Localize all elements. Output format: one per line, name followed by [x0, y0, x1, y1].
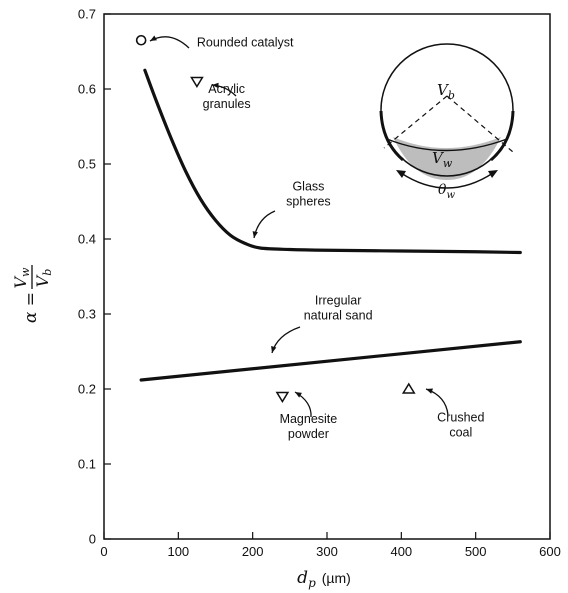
- y-tick-label: 0.6: [78, 82, 96, 97]
- series-line-irregular-natural-sand: [139, 340, 522, 382]
- y-axis-lhs: α =: [21, 292, 41, 323]
- inset-dashed-right: [446, 95, 514, 153]
- y-axis-denominator: Vb: [33, 269, 54, 288]
- y-tick-label: 0.3: [78, 307, 96, 322]
- arrow-glass-spheres: [253, 210, 276, 239]
- arrow-irregular-sand: [271, 326, 301, 354]
- annotation-magnesite-line-1: Magnesite: [280, 412, 338, 426]
- y-tick-label: 0: [89, 532, 96, 547]
- y-tick-label: 0.2: [78, 382, 96, 397]
- plot-frame: [103, 13, 551, 540]
- x-tick-label: 500: [465, 544, 487, 559]
- annotation-glass-line-2: spheres: [286, 194, 330, 208]
- inset-theta-arc: [400, 172, 494, 189]
- annotation-arrows: [149, 35, 449, 418]
- inset-wake-boundary: [386, 138, 508, 152]
- x-axis-symbol: d: [297, 568, 308, 588]
- annotation-magnesite-line-2: powder: [288, 427, 329, 441]
- y-axis-den-symbol: V: [33, 274, 52, 287]
- x-axis-unit: (µm): [322, 570, 351, 586]
- arrow-crushed-coal-head: [426, 388, 433, 394]
- y-axis-num-symbol: V: [11, 275, 30, 288]
- annotation-sand-line-1: Irregular: [315, 293, 362, 307]
- marker-rounded-catalyst: [135, 34, 147, 46]
- inset-vw-label: Vw: [432, 149, 453, 170]
- inset-theta-symbol: θ: [438, 182, 447, 198]
- x-tick-label: 100: [167, 544, 189, 559]
- inset-vb-symbol: V: [437, 81, 450, 99]
- inset-theta-sub: w: [446, 190, 455, 201]
- inset-vb-sub: b: [448, 89, 455, 102]
- inset-diagram: Vb Vw θw: [379, 43, 515, 201]
- inset-theta-arrowhead-left: [396, 170, 406, 178]
- arrow-acrylic-granules-head: [212, 82, 219, 89]
- x-tick-label: 400: [390, 544, 412, 559]
- inset-dashed-left: [383, 95, 448, 149]
- x-tick-label: 200: [242, 544, 264, 559]
- annotation-glass-line-1: Glass: [292, 179, 324, 193]
- annotation-acrylic-line-1: Acrylic: [208, 82, 245, 96]
- inset-theta-label: θw: [438, 182, 455, 201]
- y-tick-label: 0.1: [78, 457, 96, 472]
- annotation-acrylic-line-2: granules: [203, 97, 251, 111]
- arrow-rounded-catalyst-head: [150, 35, 157, 41]
- y-axis-numerator: Vw: [11, 267, 32, 289]
- annotation-coal-line-2: coal: [449, 425, 472, 439]
- y-tick-label: 0.7: [78, 7, 96, 22]
- inset-vw-sub: w: [443, 157, 453, 170]
- y-tick-label: 0.4: [78, 232, 96, 247]
- arrow-glass-spheres-head: [252, 231, 258, 238]
- axis-ticks: 0 100 200 300 400 500 600 0 0.1 0.2 0.3 0.4 0.5 0.6 0.…: [78, 7, 561, 560]
- y-axis-den-sub: b: [41, 269, 54, 276]
- inset-wake-left-edge: [379, 110, 404, 162]
- x-axis-sub: p: [308, 576, 316, 590]
- y-axis-label: α = Vw Vb: [11, 265, 54, 323]
- x-axis-label: dp (µm): [297, 568, 351, 590]
- x-tick-label: 600: [539, 544, 561, 559]
- inset-vb-label: Vb: [437, 81, 455, 102]
- annotation-coal-line-1: Crushed: [437, 410, 484, 424]
- marker-crushed-coal: [401, 382, 416, 394]
- arrow-magnesite-powder-head: [295, 392, 302, 398]
- inset-vw-symbol: V: [432, 149, 445, 167]
- annotation-sand-line-2: natural sand: [304, 308, 373, 322]
- x-tick-label: 300: [316, 544, 338, 559]
- y-axis-num-sub: w: [19, 267, 32, 277]
- markers-layer: [135, 34, 416, 403]
- inset-wake-right-edge: [490, 110, 515, 162]
- arrow-irregular-sand-head: [271, 346, 277, 353]
- x-tick-label: 0: [100, 544, 107, 559]
- series-line-glass-spheres: [143, 68, 522, 255]
- annotation-rounded-line-1: Rounded catalyst: [197, 35, 294, 49]
- inset-bubble-circle: [380, 43, 514, 177]
- marker-magnesite-powder: [275, 391, 290, 403]
- y-tick-label: 0.5: [78, 157, 96, 172]
- inset-theta-arrowhead-right: [488, 170, 498, 178]
- series-layer: [139, 68, 522, 382]
- marker-acrylic-granules: [190, 76, 204, 88]
